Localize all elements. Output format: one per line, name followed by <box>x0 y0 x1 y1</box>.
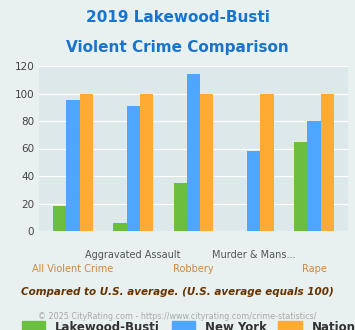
Bar <box>307 121 321 231</box>
Text: Murder & Mans...: Murder & Mans... <box>212 250 295 260</box>
Text: Compared to U.S. average. (U.S. average equals 100): Compared to U.S. average. (U.S. average … <box>21 287 334 297</box>
Bar <box>321 93 334 231</box>
Bar <box>200 93 213 231</box>
Legend: Lakewood-Busti, New York, National: Lakewood-Busti, New York, National <box>17 316 355 330</box>
Text: © 2025 CityRating.com - https://www.cityrating.com/crime-statistics/: © 2025 CityRating.com - https://www.city… <box>38 312 317 321</box>
Bar <box>294 142 307 231</box>
Text: All Violent Crime: All Violent Crime <box>32 264 114 274</box>
Bar <box>260 93 274 231</box>
Text: Aggravated Assault: Aggravated Assault <box>86 250 181 260</box>
Text: Robbery: Robbery <box>173 264 214 274</box>
Bar <box>66 100 80 231</box>
Bar <box>113 223 127 231</box>
Bar <box>187 74 200 231</box>
Bar <box>53 206 66 231</box>
Text: Violent Crime Comparison: Violent Crime Comparison <box>66 40 289 54</box>
Text: Rape: Rape <box>301 264 326 274</box>
Text: 2019 Lakewood-Busti: 2019 Lakewood-Busti <box>86 10 269 25</box>
Bar <box>140 93 153 231</box>
Bar <box>247 151 260 231</box>
Bar <box>80 93 93 231</box>
Bar <box>174 183 187 231</box>
Bar <box>127 106 140 231</box>
